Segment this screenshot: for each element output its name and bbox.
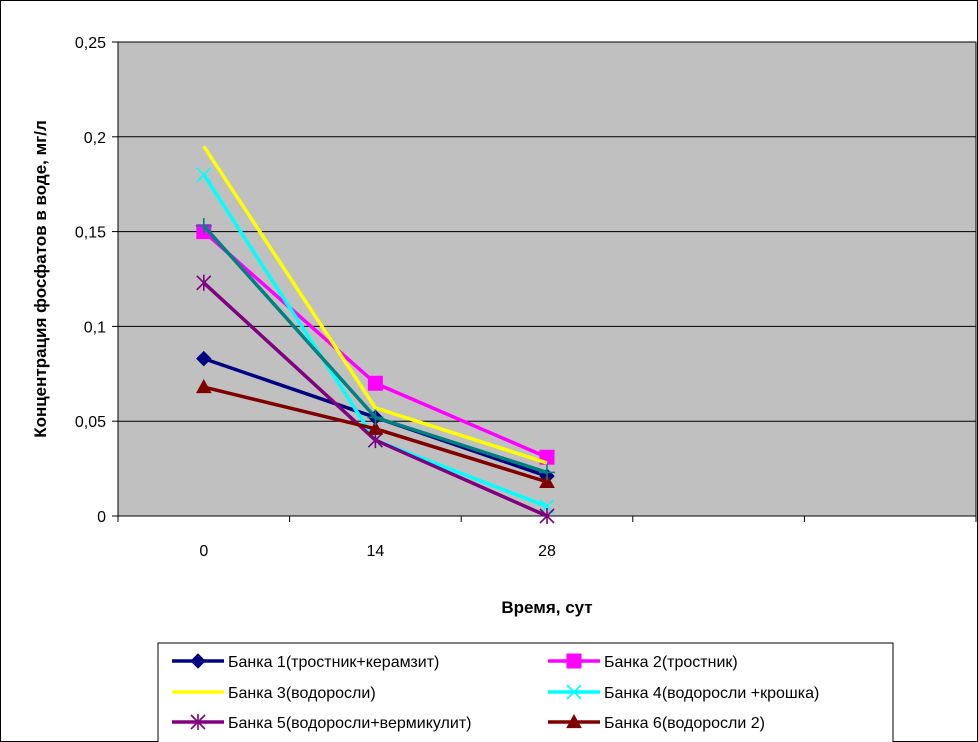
x-tick-label: 0 bbox=[199, 543, 208, 560]
y-tick-label: 0,1 bbox=[84, 319, 106, 336]
data-point bbox=[539, 464, 555, 481]
y-axis-title: Концентрация фосфатов в воде, мг/л bbox=[31, 120, 50, 438]
legend-item: Банка 3(водоросли) bbox=[172, 685, 376, 702]
legend-marker bbox=[566, 684, 582, 700]
legend-marker bbox=[190, 714, 206, 730]
data-point bbox=[539, 473, 555, 488]
y-tick-label: 0,15 bbox=[75, 225, 106, 242]
legend-label: Банка 6(водоросли 2) bbox=[604, 715, 765, 732]
x-axis-title: Время, сут bbox=[501, 598, 592, 617]
legend-label: Банка 5(водоросли+вермикулит) bbox=[228, 715, 471, 732]
legend-label: Банка 2(тростник) bbox=[604, 654, 738, 671]
legend-item: Банка 2(тростник) bbox=[548, 653, 738, 671]
legend-marker bbox=[566, 653, 582, 669]
legend-box bbox=[157, 642, 894, 742]
legend-marker bbox=[190, 653, 206, 669]
series-group bbox=[195, 145, 555, 524]
x-tick-labels: 0 14 28 bbox=[199, 543, 556, 560]
legend-label: Банка 3(водоросли) bbox=[228, 685, 376, 702]
y-tick-labels: 0 0,05 0,1 0,15 0,2 0,25 bbox=[75, 35, 106, 526]
legend-item: Банка 5(водоросли+вермикулит) bbox=[172, 714, 471, 732]
y-tick-label: 0,2 bbox=[84, 130, 106, 147]
legend-marker bbox=[566, 713, 582, 729]
data-point bbox=[539, 508, 555, 524]
data-point bbox=[196, 167, 212, 183]
data-point bbox=[367, 375, 383, 391]
legend-item: Банка 4(водоросли +крошка) bbox=[548, 684, 819, 702]
series-7 bbox=[195, 217, 555, 481]
series-line bbox=[202, 145, 548, 465]
axes bbox=[112, 41, 977, 522]
legend-item: Банка 1(тростник+керамзит) bbox=[172, 653, 439, 671]
y-tick-label: 0,05 bbox=[75, 414, 106, 431]
legend: Банка 1(тростник+керамзит) Банка 2(тростн… bbox=[172, 653, 819, 732]
x-tick-label: 28 bbox=[538, 543, 556, 560]
data-point bbox=[196, 350, 212, 367]
legend-label: Банка 1(тростник+керамзит) bbox=[228, 654, 439, 671]
data-point bbox=[195, 217, 212, 234]
y-tick-label: 0,25 bbox=[75, 35, 106, 52]
x-tick-label: 14 bbox=[367, 543, 385, 560]
data-point bbox=[367, 420, 384, 435]
legend-item: Банка 6(водоросли 2) bbox=[548, 713, 765, 732]
legend-label: Банка 4(водоросли +крошка) bbox=[604, 685, 819, 702]
series-3 bbox=[202, 145, 548, 465]
plot-area bbox=[117, 41, 977, 517]
data-point bbox=[196, 274, 212, 291]
series-6 bbox=[195, 379, 555, 488]
data-point bbox=[367, 409, 384, 426]
data-point bbox=[195, 379, 212, 394]
y-tick-label: 0 bbox=[97, 509, 106, 526]
